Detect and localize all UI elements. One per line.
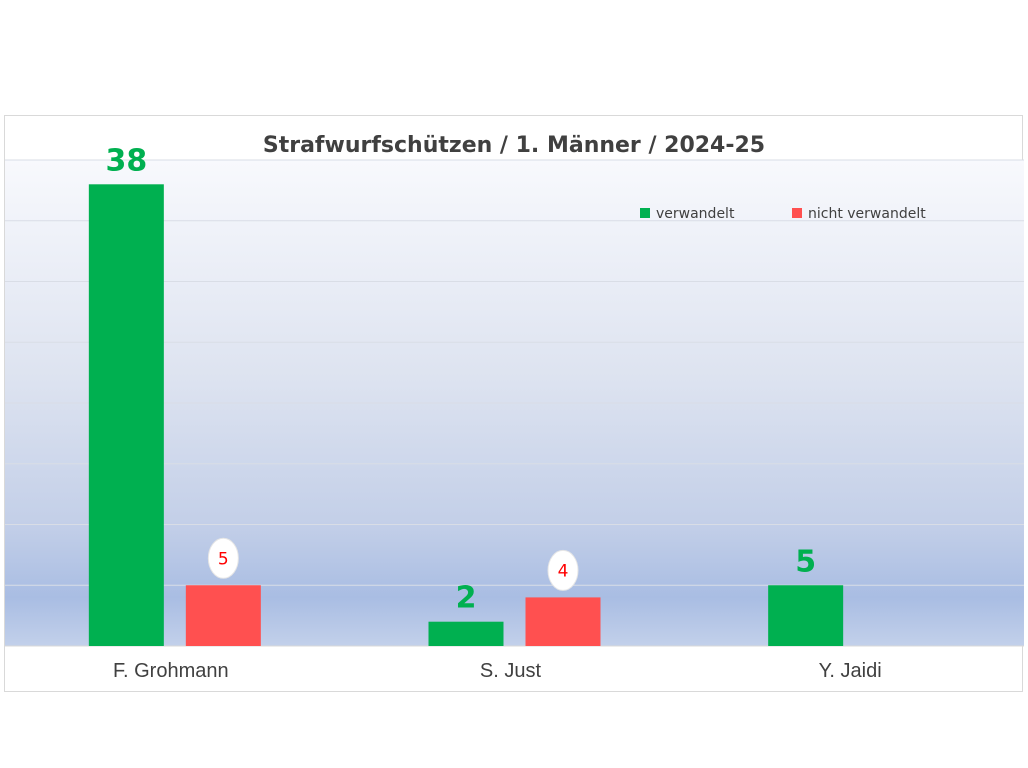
bar-verwandelt xyxy=(768,585,844,646)
chart-title: Strafwurfschützen / 1. Männer / 2024-25 xyxy=(263,133,765,158)
data-label-bubble xyxy=(207,537,239,579)
data-label-bubble xyxy=(547,549,579,591)
legend-swatch xyxy=(640,208,650,218)
gridlines xyxy=(5,159,1024,586)
legend: verwandelt nicht verwandelt xyxy=(640,206,926,222)
category-label: F. Grohmann xyxy=(113,660,229,682)
category-label: S. Just xyxy=(480,660,542,682)
category-axis-labels: F. Grohmann S. Just Y. Jaidi xyxy=(113,660,882,682)
data-label: 2 xyxy=(456,581,477,616)
category-label: Y. Jaidi xyxy=(819,660,882,682)
legend-swatch xyxy=(792,208,802,218)
bar-verwandelt xyxy=(428,621,504,646)
data-labels: 38 5 2 4 5 xyxy=(105,143,816,615)
bar-nicht-verwandelt xyxy=(185,585,261,646)
bar-nicht-verwandelt xyxy=(525,597,601,646)
bars xyxy=(88,184,844,647)
bar-chart: Strafwurfschützen / 1. Männer / 2024-25 … xyxy=(5,133,1024,682)
data-label: 5 xyxy=(218,549,229,569)
bar-verwandelt xyxy=(88,184,164,647)
data-label: 5 xyxy=(795,544,816,579)
legend-label: nicht verwandelt xyxy=(808,206,926,222)
chart-frame: Strafwurfschützen / 1. Männer / 2024-25 … xyxy=(4,115,1024,692)
data-label: 4 xyxy=(558,561,569,581)
data-label: 38 xyxy=(105,143,147,178)
legend-label: verwandelt xyxy=(656,206,735,222)
